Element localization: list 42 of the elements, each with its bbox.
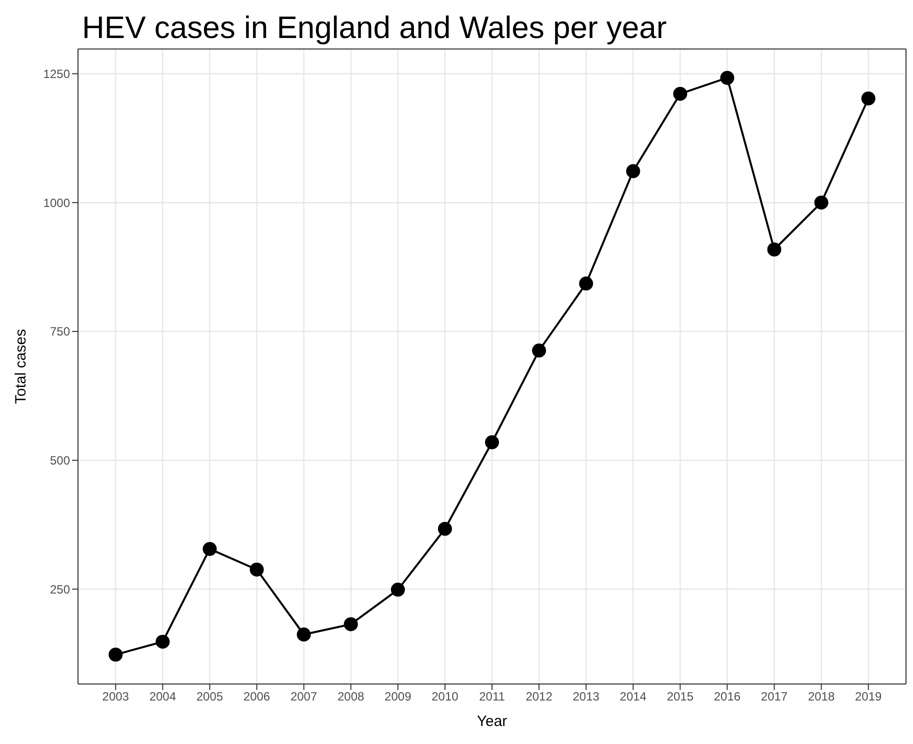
x-tick-label: 2011 — [479, 690, 506, 704]
point — [390, 582, 405, 597]
x-tick-label: 2014 — [620, 690, 647, 704]
point — [532, 344, 546, 358]
x-tick-label: 2009 — [384, 690, 412, 704]
x-tick-label: 2016 — [714, 690, 741, 704]
y-tick-label: 750 — [50, 324, 70, 339]
x-tick-label: 2003 — [102, 690, 130, 704]
x-tick-label: 2012 — [526, 690, 553, 704]
x-tick-label: 2018 — [808, 690, 835, 704]
x-tick-label: 2013 — [572, 690, 600, 704]
y-tick-label: 250 — [50, 582, 70, 596]
x-tick-label: 2015 — [666, 690, 694, 704]
chart-title: HEV cases in England and Wales per year — [82, 10, 667, 46]
x-tick-label: 2010 — [432, 690, 459, 704]
point — [720, 70, 734, 85]
x-axis-title: Year — [476, 713, 508, 730]
y-axis-title: Total cases — [12, 328, 30, 404]
x-tick-label: 2007 — [290, 690, 318, 704]
x-tick-label: 2005 — [196, 690, 224, 704]
point — [250, 562, 264, 577]
point — [814, 196, 828, 210]
point — [626, 164, 640, 178]
point — [108, 648, 123, 662]
x-tick-label: 2006 — [243, 690, 270, 704]
point — [673, 86, 688, 101]
x-tick-label: 2017 — [760, 690, 788, 704]
point — [485, 435, 499, 450]
x-tick-label: 2008 — [338, 690, 365, 704]
point — [438, 522, 452, 536]
y-tick-label: 1250 — [43, 67, 70, 81]
point — [579, 276, 594, 291]
point — [767, 242, 782, 256]
point — [296, 628, 311, 642]
point — [202, 542, 217, 556]
y-tick-label: 500 — [50, 454, 70, 468]
point — [344, 617, 358, 632]
x-tick-label: 2019 — [855, 690, 882, 704]
point — [156, 634, 170, 649]
x-tick-label: 2004 — [149, 690, 176, 704]
y-tick-label: 1000 — [43, 196, 70, 210]
point — [861, 91, 876, 106]
